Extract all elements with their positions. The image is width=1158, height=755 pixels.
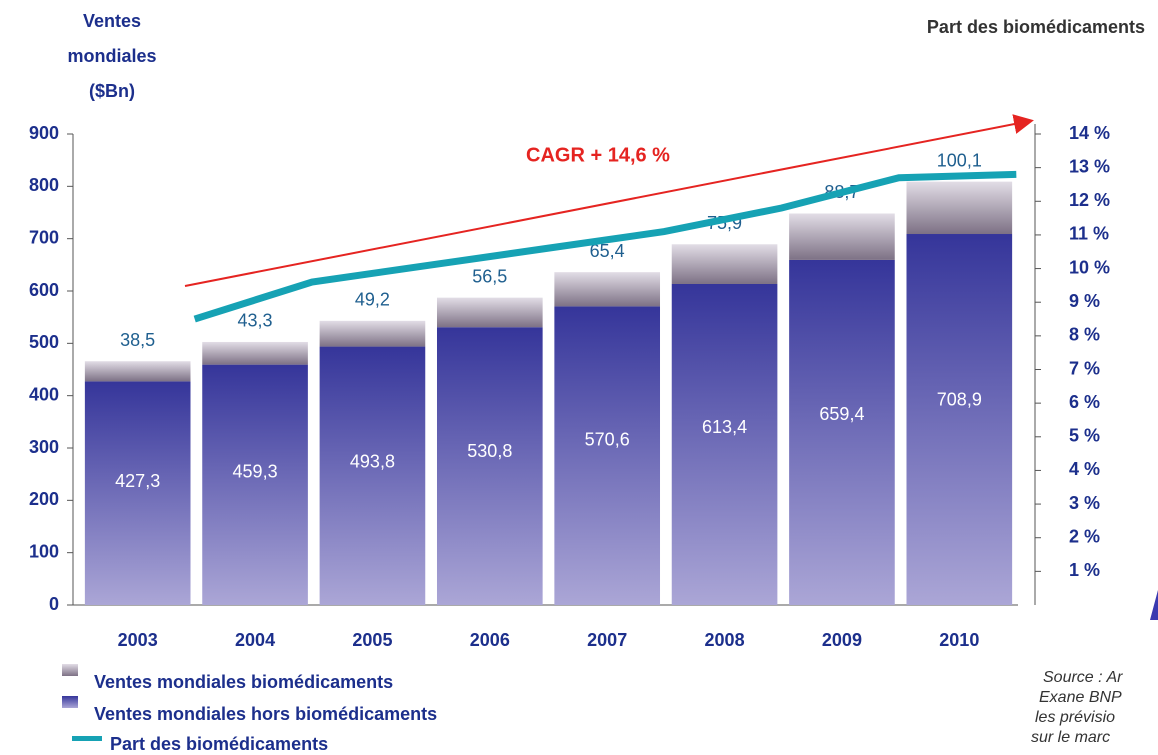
- value-label: 38,5: [120, 330, 155, 350]
- bar: [436, 297, 543, 328]
- y2-tick-label: 5 %: [1069, 426, 1100, 446]
- bar: [671, 244, 778, 284]
- bar: [319, 346, 426, 605]
- bar: [202, 364, 308, 605]
- legend-label: Ventes mondiales hors biomédicaments: [94, 704, 437, 724]
- y2-tick-label: 9 %: [1069, 291, 1100, 311]
- value-label: 100,1: [937, 150, 982, 170]
- y2-tick-label: 8 %: [1069, 325, 1100, 345]
- bar: [84, 381, 191, 605]
- y2-tick-label: 1 %: [1069, 560, 1100, 580]
- bar: [671, 283, 778, 605]
- value-label: 65,4: [590, 241, 625, 261]
- bar: [554, 306, 661, 605]
- x-tick-label: 2003: [118, 630, 158, 650]
- value-label: 570,6: [585, 430, 630, 450]
- y2-tick-label: 7 %: [1069, 358, 1100, 378]
- bar: [906, 234, 1013, 605]
- line: [193, 170, 1017, 323]
- y-axis-label: ($Bn): [89, 81, 135, 101]
- y2-tick-label: 12 %: [1069, 190, 1110, 210]
- y-tick-label: 500: [29, 332, 59, 352]
- x-tick-label: 2010: [939, 630, 979, 650]
- legend-swatch: [62, 696, 78, 708]
- y-tick-label: 400: [29, 384, 59, 404]
- bar: [789, 259, 895, 605]
- bar: [789, 213, 895, 260]
- y2-tick-label: 14 %: [1069, 123, 1110, 143]
- source: les prévisio: [1035, 709, 1115, 726]
- cagr-arrow: [184, 114, 1034, 287]
- x-tick-label: 2004: [235, 630, 275, 650]
- source: Source : Ar: [1043, 669, 1123, 686]
- bar: [436, 327, 543, 605]
- y-tick-label: 0: [49, 594, 59, 614]
- y2-tick-label: 4 %: [1069, 459, 1100, 479]
- y2-tick-label: 11 %: [1069, 224, 1109, 244]
- bar: [202, 341, 308, 365]
- y-tick-label: 800: [29, 175, 59, 195]
- decoration: [1150, 590, 1158, 620]
- x-tick-label: 2006: [470, 630, 510, 650]
- value-label: 613,4: [702, 417, 747, 437]
- value-label: 493,8: [350, 452, 395, 472]
- y-tick-label: 300: [29, 437, 59, 457]
- value-label: 459,3: [233, 462, 278, 482]
- source: Exane BNP: [1039, 689, 1122, 706]
- y-tick-label: 700: [29, 227, 59, 247]
- y-axis-label: mondiales: [67, 46, 156, 66]
- value-label: 708,9: [937, 390, 982, 410]
- y-tick-label: 100: [29, 541, 59, 561]
- y-tick-label: 900: [29, 123, 59, 143]
- y2-axis-label: Part des biomédicaments: [927, 17, 1145, 37]
- y-tick-label: 600: [29, 280, 59, 300]
- bar: [84, 361, 191, 382]
- value-label: 43,3: [238, 311, 273, 331]
- y2-tick-label: 10 %: [1069, 257, 1110, 277]
- legend-label: Part des biomédicaments: [110, 734, 328, 754]
- legend-label: Ventes mondiales biomédicaments: [94, 672, 393, 692]
- y2-tick-label: 2 %: [1069, 526, 1100, 546]
- bar: [319, 320, 426, 347]
- x-tick-label: 2005: [352, 630, 392, 650]
- source: sur le marc: [1031, 729, 1110, 746]
- value-label: 56,5: [472, 266, 507, 286]
- y2-tick-label: 6 %: [1069, 392, 1100, 412]
- bar: [906, 181, 1013, 235]
- annotation: CAGR + 14,6 %: [526, 144, 670, 166]
- value-label: 659,4: [819, 404, 864, 424]
- x-tick-label: 2007: [587, 630, 627, 650]
- y-tick-label: 200: [29, 489, 59, 509]
- legend-swatch: [72, 736, 102, 741]
- value-label: 530,8: [467, 441, 512, 461]
- legend-swatch: [62, 664, 78, 676]
- x-tick-label: 2008: [705, 630, 745, 650]
- y2-tick-label: 3 %: [1069, 493, 1100, 513]
- bar: [554, 272, 661, 307]
- x-tick-label: 2009: [822, 630, 862, 650]
- y2-tick-label: 13 %: [1069, 156, 1110, 176]
- value-label: 49,2: [355, 290, 390, 310]
- y-axis-label: Ventes: [83, 11, 141, 31]
- value-label: 427,3: [115, 471, 160, 491]
